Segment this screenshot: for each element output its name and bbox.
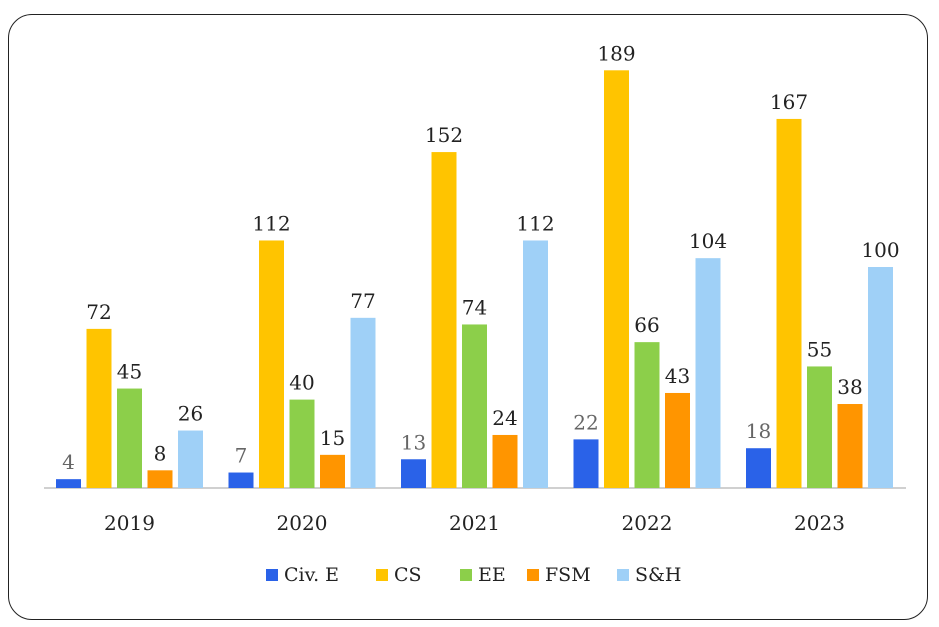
legend-label-0: Civ. E xyxy=(284,564,339,586)
bar-2021-2 xyxy=(462,324,487,488)
bar-2021-0 xyxy=(401,459,426,488)
legend-swatch-3 xyxy=(527,569,539,581)
data-label-2020-2: 40 xyxy=(289,371,314,395)
bar-2022-2 xyxy=(634,342,660,488)
data-label-2022-2: 66 xyxy=(634,313,659,337)
x-tick-label-2022: 2022 xyxy=(622,511,673,535)
x-tick-label-2019: 2019 xyxy=(104,511,155,535)
data-label-2020-3: 15 xyxy=(320,426,345,450)
data-label-2019-1: 72 xyxy=(86,300,111,324)
bar-2019-3 xyxy=(147,470,173,488)
data-label-2022-0: 22 xyxy=(573,410,598,434)
bar-2023-4 xyxy=(868,267,893,488)
data-label-2023-2: 55 xyxy=(807,337,832,361)
data-label-2022-1: 189 xyxy=(597,41,635,65)
x-tick-label-2020: 2020 xyxy=(277,511,328,535)
bar-2020-3 xyxy=(320,454,345,488)
bar-2023-1 xyxy=(776,118,802,489)
data-label-2020-4: 77 xyxy=(350,289,375,313)
bar-2019-0 xyxy=(56,479,81,488)
bar-2022-3 xyxy=(665,392,690,488)
legend-label-3: FSM xyxy=(545,564,591,586)
data-label-2023-4: 100 xyxy=(861,238,899,262)
data-label-2023-0: 18 xyxy=(746,419,771,443)
data-label-2021-3: 24 xyxy=(492,406,517,430)
data-label-2021-0: 13 xyxy=(401,430,426,454)
data-label-2019-4: 26 xyxy=(178,402,203,426)
legend-swatch-4 xyxy=(617,569,629,581)
legend: Civ. E CS EE FSM S&H xyxy=(266,564,682,586)
legend-swatch-1 xyxy=(376,569,388,581)
data-label-2020-1: 112 xyxy=(252,211,290,235)
data-label-2019-2: 45 xyxy=(117,360,142,384)
bar-2019-1 xyxy=(86,328,112,488)
bar-2023-0 xyxy=(746,448,771,488)
bar-2022-4 xyxy=(695,258,721,488)
chart-frame xyxy=(8,14,928,620)
data-label-2021-1: 152 xyxy=(425,123,463,147)
bar-2019-4 xyxy=(178,430,203,488)
bar-2021-1 xyxy=(431,152,457,488)
data-label-2020-0: 7 xyxy=(235,444,248,468)
x-tick-label-2021: 2021 xyxy=(449,511,500,535)
data-label-2019-3: 8 xyxy=(154,441,167,465)
bar-2021-3 xyxy=(492,434,518,488)
data-label-2022-3: 43 xyxy=(665,364,690,388)
bar-2023-3 xyxy=(837,404,863,488)
legend-label-1: CS xyxy=(394,564,422,586)
legend-swatch-0 xyxy=(266,569,278,581)
bar-2023-2 xyxy=(807,366,832,488)
legend-label-2: EE xyxy=(478,564,506,586)
bar-2020-1 xyxy=(259,240,284,488)
data-label-2023-3: 38 xyxy=(837,375,862,399)
bar-2021-4 xyxy=(523,240,548,488)
data-label-2021-4: 112 xyxy=(516,211,554,235)
legend-swatch-2 xyxy=(460,569,472,581)
data-label-2019-0: 4 xyxy=(62,450,75,474)
data-label-2022-4: 104 xyxy=(689,229,727,253)
bar-2022-1 xyxy=(604,70,629,488)
bar-2020-2 xyxy=(289,399,315,488)
bar-2022-0 xyxy=(573,439,599,488)
bar-2020-4 xyxy=(350,317,376,488)
bar-2019-2 xyxy=(117,388,142,488)
data-label-2021-2: 74 xyxy=(462,295,487,319)
x-tick-label-2023: 2023 xyxy=(794,511,845,535)
legend-label-4: S&H xyxy=(635,564,682,586)
bar-2020-0 xyxy=(228,472,254,488)
data-label-2023-1: 167 xyxy=(770,90,808,114)
